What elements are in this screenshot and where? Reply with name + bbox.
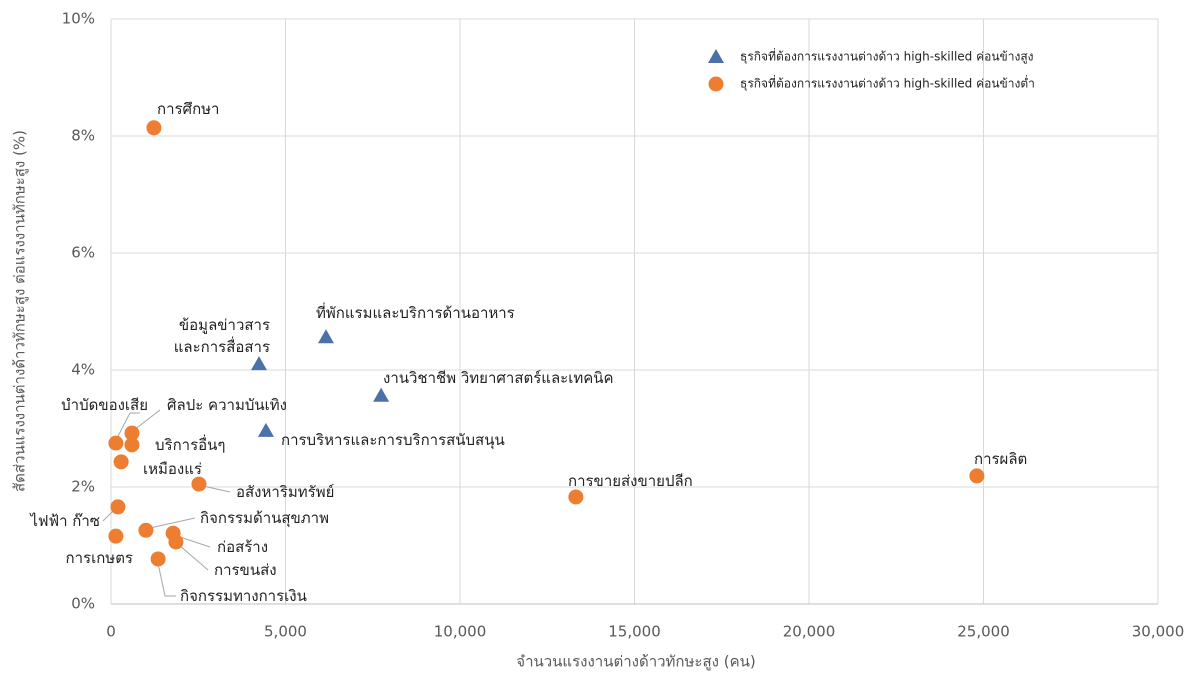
point-label: งานวิชาชีพ วิทยาศาสตร์และเทคนิค [383,369,614,387]
point-label: เหมืองแร่ [143,460,202,478]
point-label: อสังหาริมทรัพย์ [236,483,335,501]
legend-marker [708,49,724,63]
data-point [168,534,184,550]
data-point [146,120,162,136]
y-tick-label: 4% [71,361,95,379]
point-label: บริการอื่นๆ [155,436,226,454]
data-point [191,476,207,492]
point-label: การขายส่งขายปลีก [568,472,693,490]
point-label: การบริหารและการบริการสนับสนุน [281,431,505,449]
x-tick-label: 30,000 [1132,623,1185,641]
y-tick-label: 6% [71,244,95,262]
data-point [317,329,334,344]
y-tick-label: 2% [71,478,95,496]
leader-line [133,409,161,431]
data-point [113,454,129,470]
data-point [124,425,140,441]
data-point [138,522,154,538]
x-tick-label: 15,000 [608,623,661,641]
data-point [150,551,166,567]
point-label: การเกษตร [65,549,133,567]
point-label: การผลิต [974,450,1028,468]
point-label: กิจกรรมทางการเงิน [180,587,307,605]
point-label: ไฟฟ้า ก๊าซ [30,512,100,530]
legend-label: ธุรกิจที่ต้องการแรงงานต่างด้าว high-skil… [740,48,1034,65]
leader-line [176,535,211,548]
data-point [257,422,274,437]
data-point [568,489,584,505]
point-label: กิจกรรมด้านสุขภาพ [200,509,329,527]
y-axis-title: สัดส่วนแรงงานต่างด้าวทักษะสูง ต่อแรงงานท… [11,130,29,492]
x-axis-title: จำนวนแรงงานต่างด้าวทักษะสูง (คน) [516,653,755,671]
point-label: บำบัดของเสีย [61,396,148,414]
x-tick-label: 5,000 [264,623,307,641]
point-label: ที่พักแรมและบริการด้านอาหาร [316,304,515,322]
point-label: การขนส่ง [214,561,277,579]
point-label: ก่อสร้าง [217,538,269,556]
point-label: ข้อมูลข่าวสาร และการสื่อสาร [173,316,270,356]
data-point [108,435,124,451]
leader-line [157,562,176,597]
point-label: ศิลปะ ความบันเทิง [167,396,287,414]
data-point [108,528,124,544]
data-point [110,499,126,515]
leader-line [149,517,196,529]
data-point [124,437,140,453]
y-tick-label: 10% [62,10,95,28]
x-tick-label: 25,000 [957,623,1010,641]
x-tick-label: 0 [106,623,116,641]
leader-line [115,412,140,441]
x-tick-label: 10,000 [434,623,487,641]
y-tick-label: 0% [71,595,95,613]
leader-line [202,485,231,493]
legend-marker [708,76,724,92]
legend-label: ธุรกิจที่ต้องการแรงงานต่างด้าว high-skil… [740,75,1035,92]
data-point [373,387,390,402]
y-tick-label: 8% [71,127,95,145]
data-point [250,356,267,371]
data-point [969,468,985,484]
x-tick-label: 20,000 [783,623,836,641]
point-label: การศึกษา [157,100,220,118]
leader-line [178,544,209,571]
